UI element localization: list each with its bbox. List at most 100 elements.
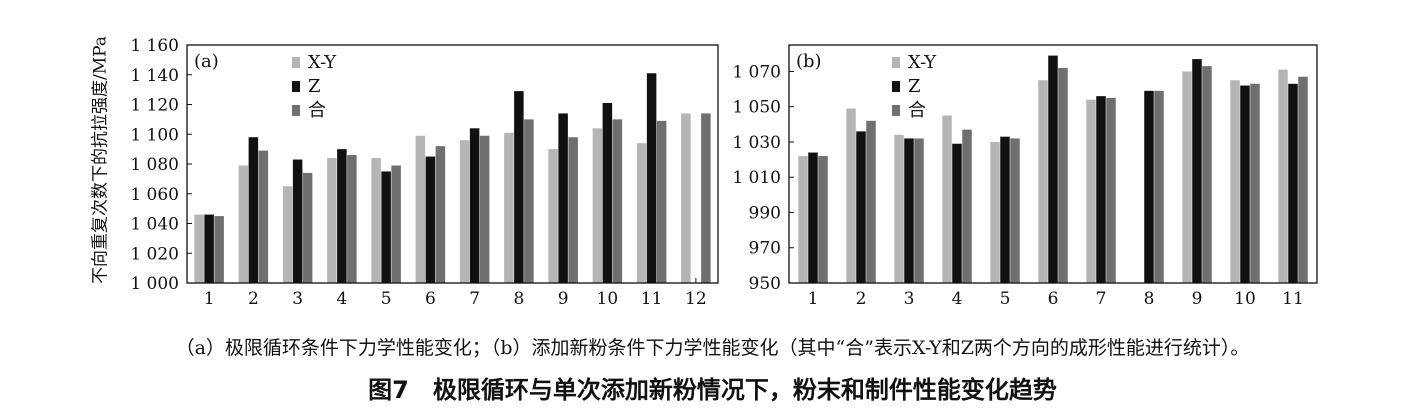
bar-combined: [1250, 83, 1260, 283]
panel-label: (a): [194, 51, 219, 72]
y-tick-label: 1 140: [130, 66, 179, 86]
sub-caption: （a）极限循环条件下力学性能变化；（b）添加新粉条件下力学性能变化（其中“合”表…: [175, 337, 1250, 359]
x-tick-label: 1: [808, 289, 819, 309]
y-tick-label: 990: [749, 203, 781, 223]
x-tick-label: 4: [336, 289, 347, 309]
bar-XY: [798, 156, 808, 283]
y-tick-label: 1 100: [130, 125, 179, 145]
bar-Z: [1144, 90, 1154, 283]
bar-XY: [846, 108, 856, 283]
legend-label: Z: [308, 76, 321, 97]
figure-caption: 图7 极限循环与单次添加新粉情况下，粉末和制件性能变化趋势: [368, 376, 1057, 404]
bar-combined: [866, 120, 876, 284]
bar-combined: [818, 156, 828, 283]
bar-XY: [1230, 80, 1240, 283]
x-tick-label: 8: [513, 289, 524, 309]
y-tick-label: 1 050: [732, 98, 781, 118]
x-tick-label: 2: [856, 289, 867, 309]
bar-XY: [636, 143, 647, 283]
bar-combined: [701, 113, 711, 283]
bar-XY: [504, 132, 514, 283]
x-tick-label: 4: [952, 289, 963, 309]
bar-combined: [612, 119, 623, 283]
bar-Z: [646, 73, 657, 283]
x-tick-label: 6: [1048, 289, 1059, 309]
bar-Z: [425, 156, 436, 283]
legend-label: 合: [908, 100, 926, 121]
y-tick-label: 950: [749, 274, 781, 294]
bar-combined: [524, 119, 534, 283]
x-tick-label: 7: [469, 289, 480, 309]
bar-XY: [194, 214, 204, 283]
legend-label: X-Y: [308, 52, 337, 73]
bar-combined: [962, 129, 972, 283]
y-tick-label: 1 040: [130, 215, 179, 235]
y-tick-label: 1 160: [130, 36, 179, 56]
x-tick-label: 7: [1096, 289, 1107, 309]
bar-Z: [856, 131, 866, 283]
x-tick-label: 1: [204, 289, 215, 309]
bar-Z: [1288, 83, 1298, 283]
legend-swatch: [892, 81, 900, 92]
x-tick-label: 11: [641, 289, 663, 309]
x-tick-label: 3: [904, 289, 915, 309]
legend-label: 合: [308, 100, 326, 121]
bar-Z: [514, 91, 524, 283]
x-tick-label: 10: [597, 289, 619, 309]
y-tick-label: 1 000: [130, 274, 179, 294]
x-tick-label: 6: [425, 289, 436, 309]
bar-combined: [258, 150, 269, 283]
bar-Z: [952, 143, 962, 283]
legend-label: X-Y: [908, 52, 937, 73]
bar-XY: [327, 158, 337, 283]
bar-XY: [238, 165, 249, 283]
legend: X-Y Z合: [892, 52, 937, 121]
bar-XY: [282, 186, 293, 283]
x-tick-label: 9: [1192, 289, 1203, 309]
bar-Z: [904, 138, 914, 283]
bar-Z: [1192, 59, 1202, 284]
legend-swatch: [892, 57, 900, 68]
bar-XY: [371, 158, 381, 283]
bar-Z: [292, 159, 303, 283]
legend-swatch: [892, 105, 900, 116]
bar-combined: [656, 120, 667, 283]
bar-combined: [1106, 97, 1116, 283]
bar-XY: [415, 135, 426, 283]
plot-frame: [788, 44, 1318, 284]
bar-Z: [808, 152, 818, 283]
bar-combined: [1298, 76, 1308, 283]
bar-XY: [894, 134, 904, 283]
y-tick-label: 1 020: [130, 244, 179, 264]
x-tick-label: 5: [1000, 289, 1011, 309]
y-tick-label: 970: [749, 239, 781, 259]
x-tick-label: 3: [292, 289, 303, 309]
bar-combined: [1058, 67, 1068, 283]
x-tick-label: 2: [248, 289, 259, 309]
bar-XY: [1086, 99, 1096, 283]
bar-combined: [914, 138, 924, 283]
bar-Z: [1096, 96, 1106, 284]
x-tick-label: 12: [685, 289, 707, 309]
y-tick-label: 1 030: [732, 133, 781, 153]
bar-XY: [1278, 69, 1288, 283]
bar-XY: [990, 141, 1000, 283]
bar-combined: [435, 146, 446, 283]
bar-combined: [1154, 90, 1164, 283]
bar-Z: [1048, 55, 1058, 284]
x-tick-label: 10: [1234, 289, 1256, 309]
bar-combined: [1202, 66, 1212, 284]
x-tick-label: 5: [381, 289, 392, 309]
chart-panel-b: 950 970 990 1 010 1 030 1 050 1 070 1 2 3 4 5 6 7 8 9 10…: [732, 44, 1318, 309]
x-tick-label: 8: [1144, 289, 1155, 309]
bar-XY: [1182, 71, 1192, 283]
bar-combined: [347, 155, 357, 283]
bar-Z: [469, 128, 480, 283]
bar-Z: [248, 137, 259, 283]
x-tick-label: 9: [558, 289, 569, 309]
bar-Z: [1000, 136, 1010, 283]
y-tick-label: 1 060: [130, 185, 179, 205]
legend-swatch: [292, 81, 300, 92]
legend-swatch: [292, 57, 300, 68]
y-tick-label: 1 010: [732, 168, 781, 188]
